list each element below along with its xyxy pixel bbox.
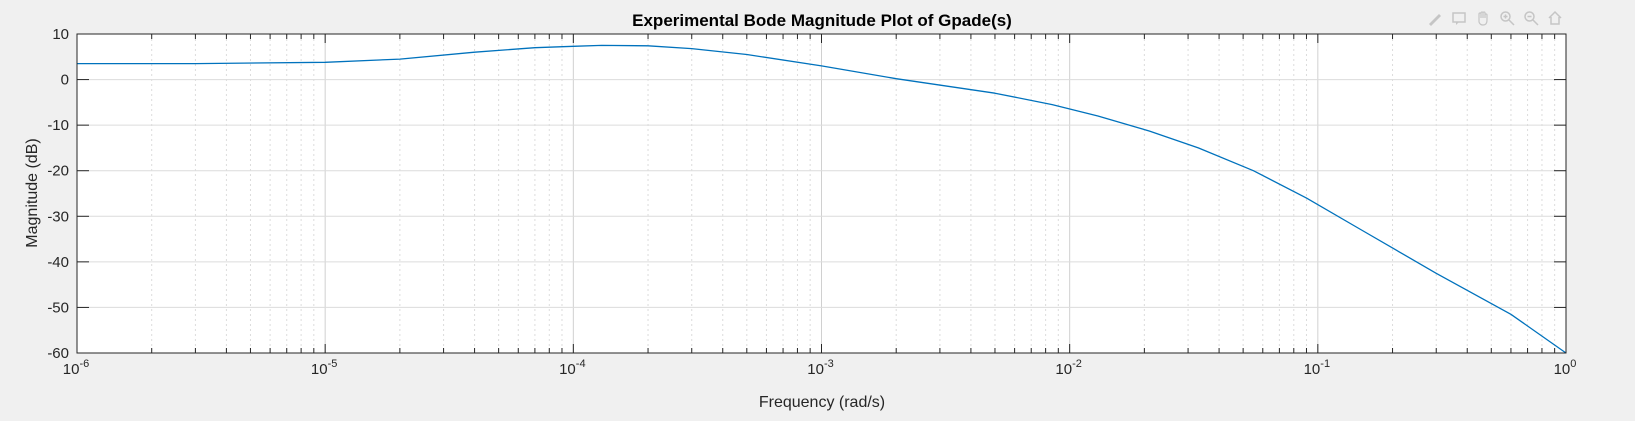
- y-tick-label: 10: [52, 26, 69, 43]
- y-tick-label: -10: [47, 117, 69, 134]
- home-icon[interactable]: [1545, 8, 1565, 28]
- pan-icon[interactable]: [1473, 8, 1493, 28]
- data-tip-icon[interactable]: [1449, 8, 1469, 28]
- zoom-in-icon[interactable]: [1497, 8, 1517, 28]
- x-axis-label: Frequency (rad/s): [759, 394, 885, 411]
- tick-label-layer: 10-6 10-5 10-4 10-3 10-2 10-1 100100-10-20-30-…: [47, 26, 1576, 378]
- chart-title: Experimental Bode Magnitude Plot of Gpad…: [632, 11, 1012, 30]
- x-tick-label: 10-2: [1055, 358, 1081, 378]
- y-tick-label: -40: [47, 254, 69, 271]
- x-tick-label: 10-5: [311, 358, 337, 378]
- magnitude-line: [77, 44, 1567, 354]
- zoom-out-icon[interactable]: [1521, 8, 1541, 28]
- tick-layer: [76, 33, 1567, 354]
- axes-toolbar: [1425, 8, 1565, 28]
- y-axis-label: Magnitude (dB): [24, 138, 41, 247]
- x-tick-label: 100: [1554, 358, 1577, 378]
- y-tick-label: -60: [47, 345, 69, 362]
- x-tick-label: 10-4: [559, 358, 585, 378]
- y-tick-label: -30: [47, 208, 69, 225]
- x-tick-label: 10-6: [63, 358, 89, 378]
- x-tick-label: 10-1: [1304, 358, 1330, 378]
- series-layer: [77, 44, 1567, 354]
- x-tick-label: 10-3: [807, 358, 833, 378]
- y-tick-label: 0: [61, 72, 69, 89]
- brush-icon[interactable]: [1425, 8, 1445, 28]
- y-tick-label: -50: [47, 299, 69, 316]
- y-tick-label: -20: [47, 163, 69, 180]
